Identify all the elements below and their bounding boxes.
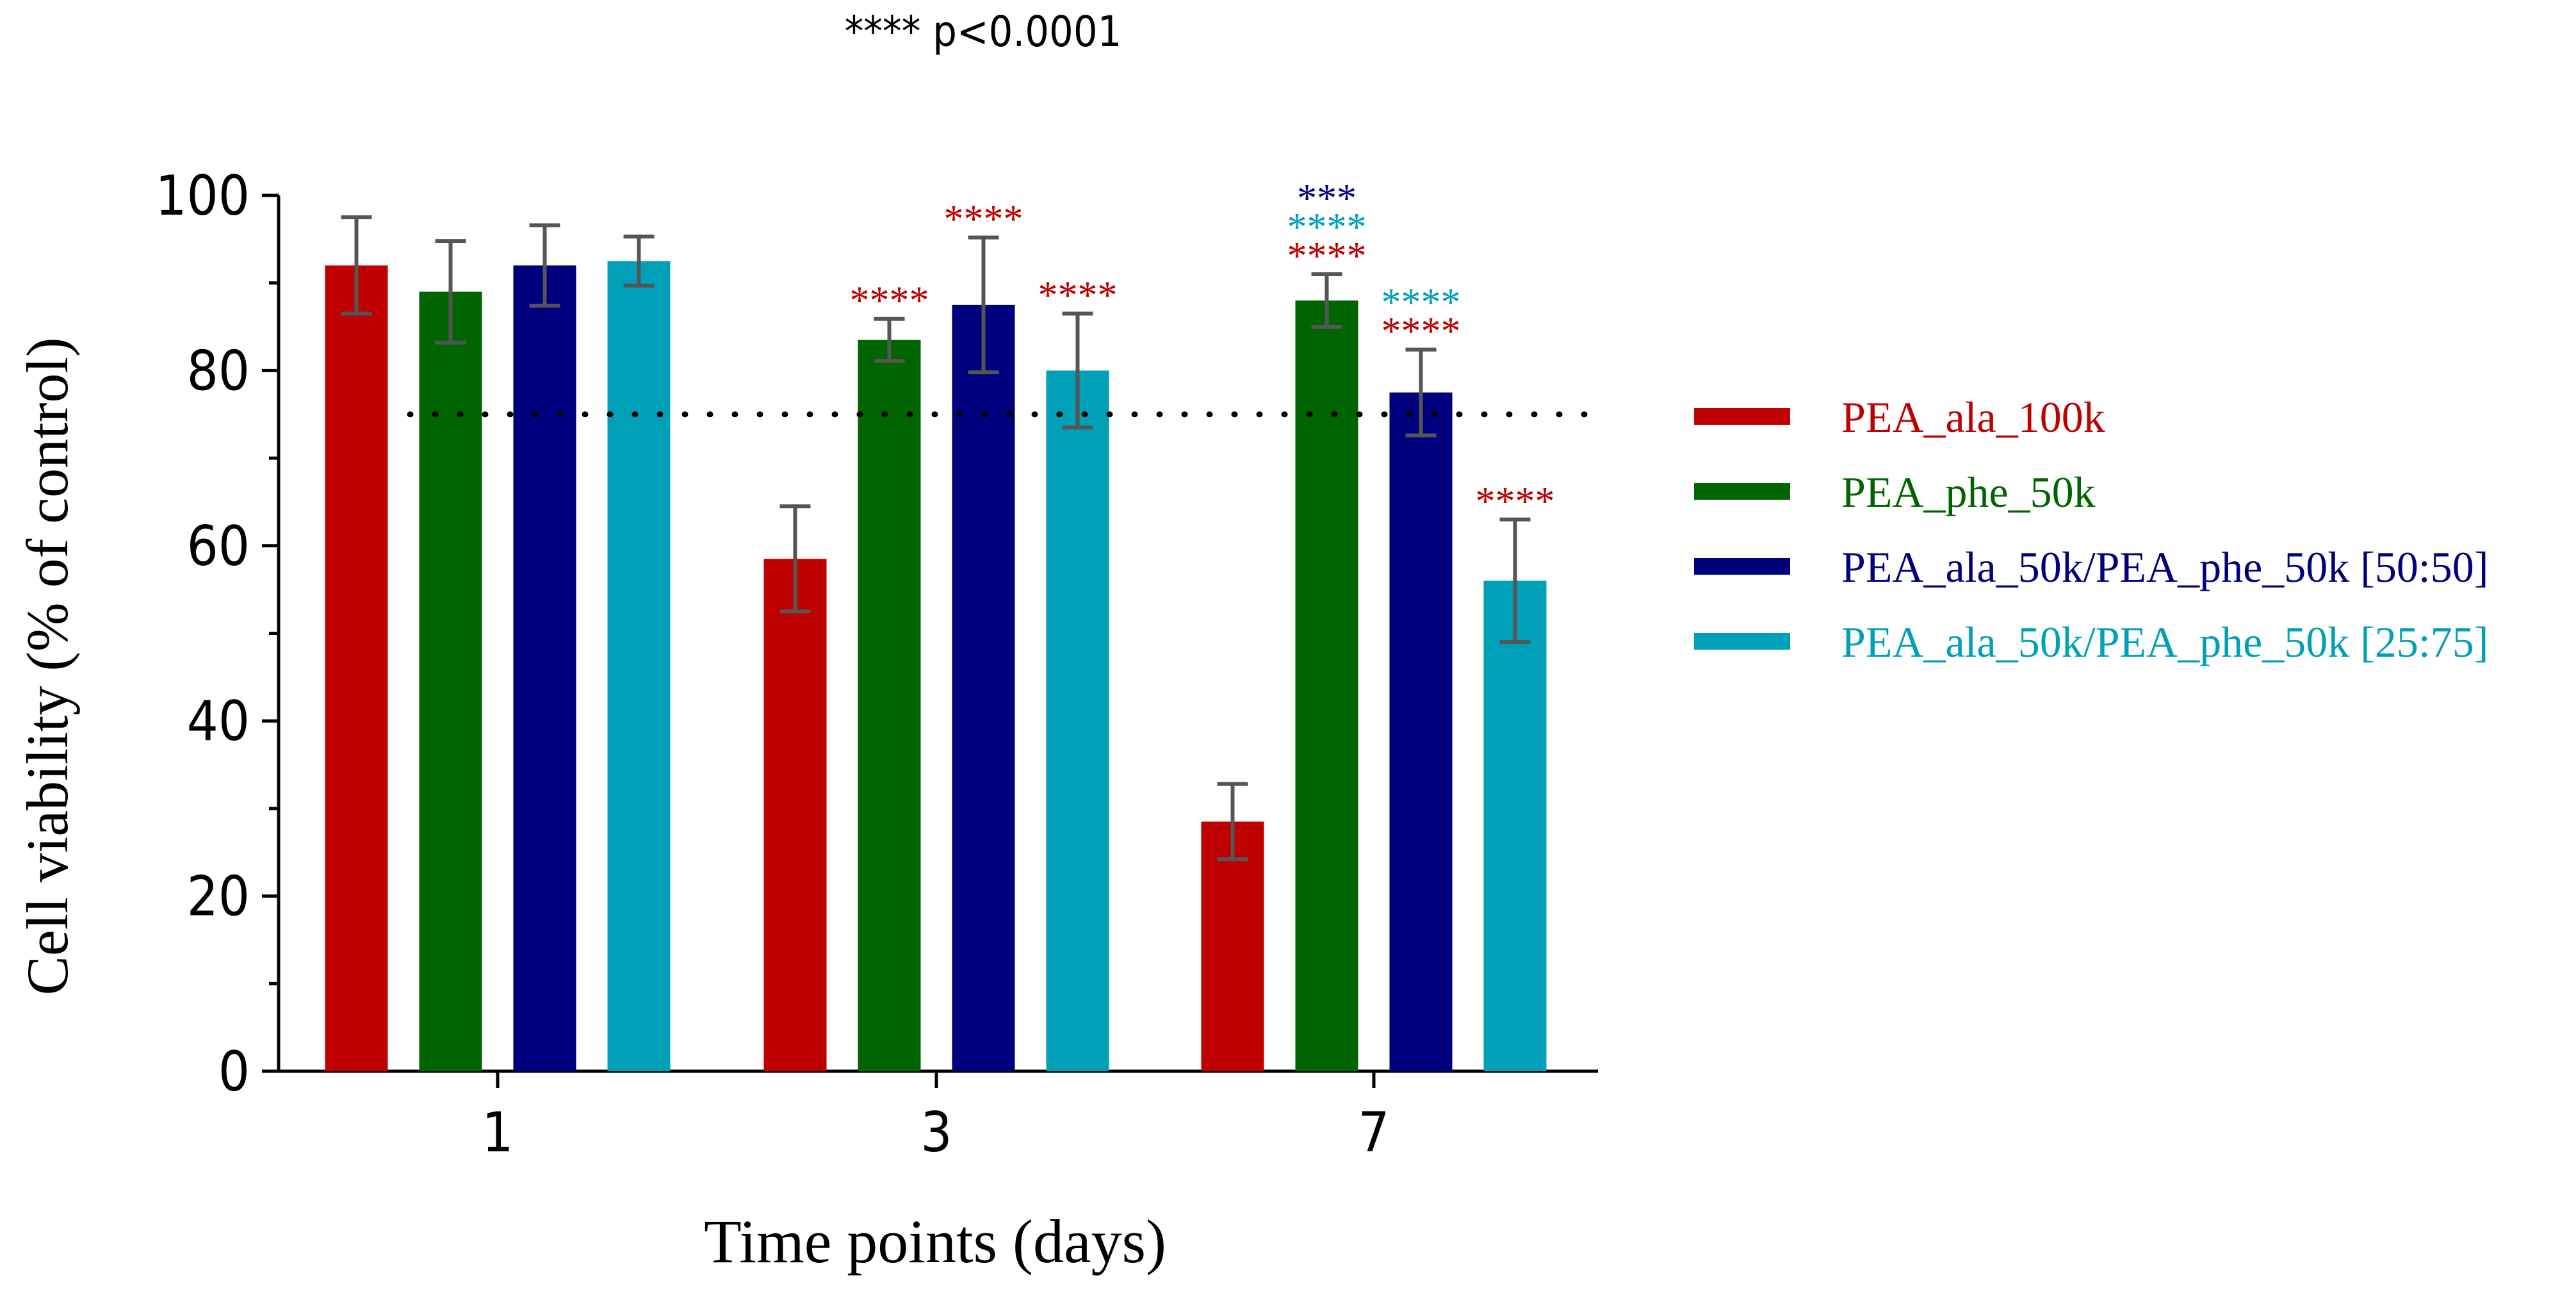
legend-label: PEA_ala_50k/PEA_phe_50k [25:75] [1841, 618, 2488, 666]
legend: PEA_ala_100k PEA_phe_50k PEA_ala_50k/PEA_p… [1694, 393, 2488, 666]
significance-label: **** [850, 279, 929, 323]
y-tick-label: 20 [187, 865, 250, 929]
bar [1201, 821, 1264, 1071]
bar [1389, 392, 1453, 1072]
significance-label: **** [1038, 274, 1118, 318]
legend-swatch [1694, 408, 1790, 425]
bar [419, 292, 482, 1071]
bar [1295, 300, 1358, 1071]
bar [1483, 580, 1547, 1071]
significance-label: *** [1297, 177, 1357, 220]
x-tick-label: 1 [482, 1101, 513, 1165]
x-tick-label: 3 [920, 1101, 952, 1165]
x-axis-label: Time points (days) [704, 1207, 1166, 1276]
y-tick-label: 100 [155, 164, 250, 228]
bar [763, 559, 827, 1071]
significance-label: **** [1287, 206, 1367, 249]
legend-label: PEA_ala_50k/PEA_phe_50k [50:50] [1841, 543, 2488, 591]
significance-label: **** [1287, 234, 1367, 278]
bar [325, 265, 388, 1071]
y-tick-label: 80 [187, 339, 250, 403]
y-tick-label: 0 [218, 1040, 250, 1104]
bar [858, 340, 921, 1072]
y-axis-label: Cell viability (% of control) [15, 337, 80, 995]
y-tick-label: 40 [187, 689, 250, 753]
significance-label: **** [1382, 281, 1461, 325]
legend-swatch [1694, 633, 1790, 650]
significance-label: **** [944, 198, 1023, 242]
legend-label: PEA_phe_50k [1841, 468, 2096, 516]
legend-swatch [1694, 483, 1790, 500]
y-tick-label: 60 [187, 514, 250, 579]
legend-swatch [1694, 558, 1790, 575]
bar [1046, 370, 1109, 1071]
bar [513, 265, 576, 1071]
legend-label: PEA_ala_100k [1841, 393, 2105, 441]
chart-title: **** p<0.0001 [845, 7, 1122, 56]
significance-label: **** [1476, 480, 1555, 523]
x-tick-label: 7 [1358, 1101, 1389, 1165]
bar [952, 304, 1015, 1071]
significance-label: **** [1382, 310, 1461, 354]
bar [607, 261, 671, 1071]
